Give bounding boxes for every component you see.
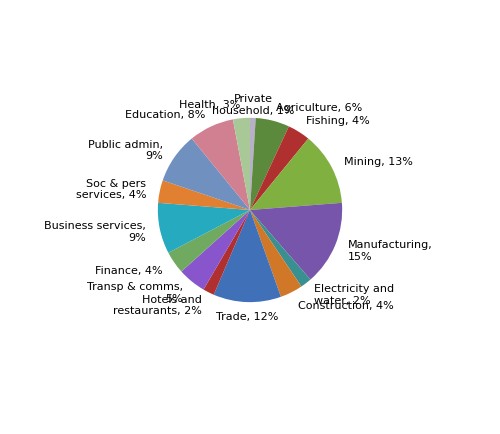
Wedge shape (182, 210, 250, 290)
Text: Transp & comms,
5%: Transp & comms, 5% (87, 282, 183, 303)
Wedge shape (214, 210, 281, 302)
Wedge shape (168, 210, 250, 272)
Wedge shape (250, 204, 342, 280)
Wedge shape (158, 204, 250, 253)
Text: Business services,
9%: Business services, 9% (44, 221, 146, 243)
Wedge shape (250, 118, 256, 210)
Wedge shape (233, 118, 250, 210)
Text: Private
household, 1%: Private household, 1% (212, 94, 294, 115)
Text: Fishing, 4%: Fishing, 4% (306, 116, 370, 126)
Wedge shape (250, 139, 342, 210)
Wedge shape (204, 210, 250, 295)
Text: Finance, 4%: Finance, 4% (96, 266, 163, 276)
Text: Construction, 4%: Construction, 4% (298, 300, 394, 310)
Text: Education, 8%: Education, 8% (125, 110, 206, 120)
Text: Mining, 13%: Mining, 13% (344, 157, 413, 167)
Text: Trade, 12%: Trade, 12% (216, 311, 278, 321)
Text: Public admin,
9%: Public admin, 9% (88, 139, 163, 161)
Wedge shape (162, 139, 250, 210)
Text: Soc & pers
services, 4%: Soc & pers services, 4% (76, 178, 146, 200)
Text: Agriculture, 6%: Agriculture, 6% (276, 103, 362, 113)
Text: Health, 3%: Health, 3% (178, 100, 240, 110)
Text: Electricity and
water, 2%: Electricity and water, 2% (314, 284, 394, 305)
Wedge shape (250, 127, 308, 210)
Wedge shape (250, 210, 302, 297)
Wedge shape (158, 181, 250, 210)
Wedge shape (192, 120, 250, 210)
Text: Hotels and
restaurants, 2%: Hotels and restaurants, 2% (114, 294, 202, 316)
Wedge shape (250, 119, 289, 210)
Wedge shape (250, 210, 310, 287)
Text: Manufacturing,
15%: Manufacturing, 15% (348, 240, 433, 261)
